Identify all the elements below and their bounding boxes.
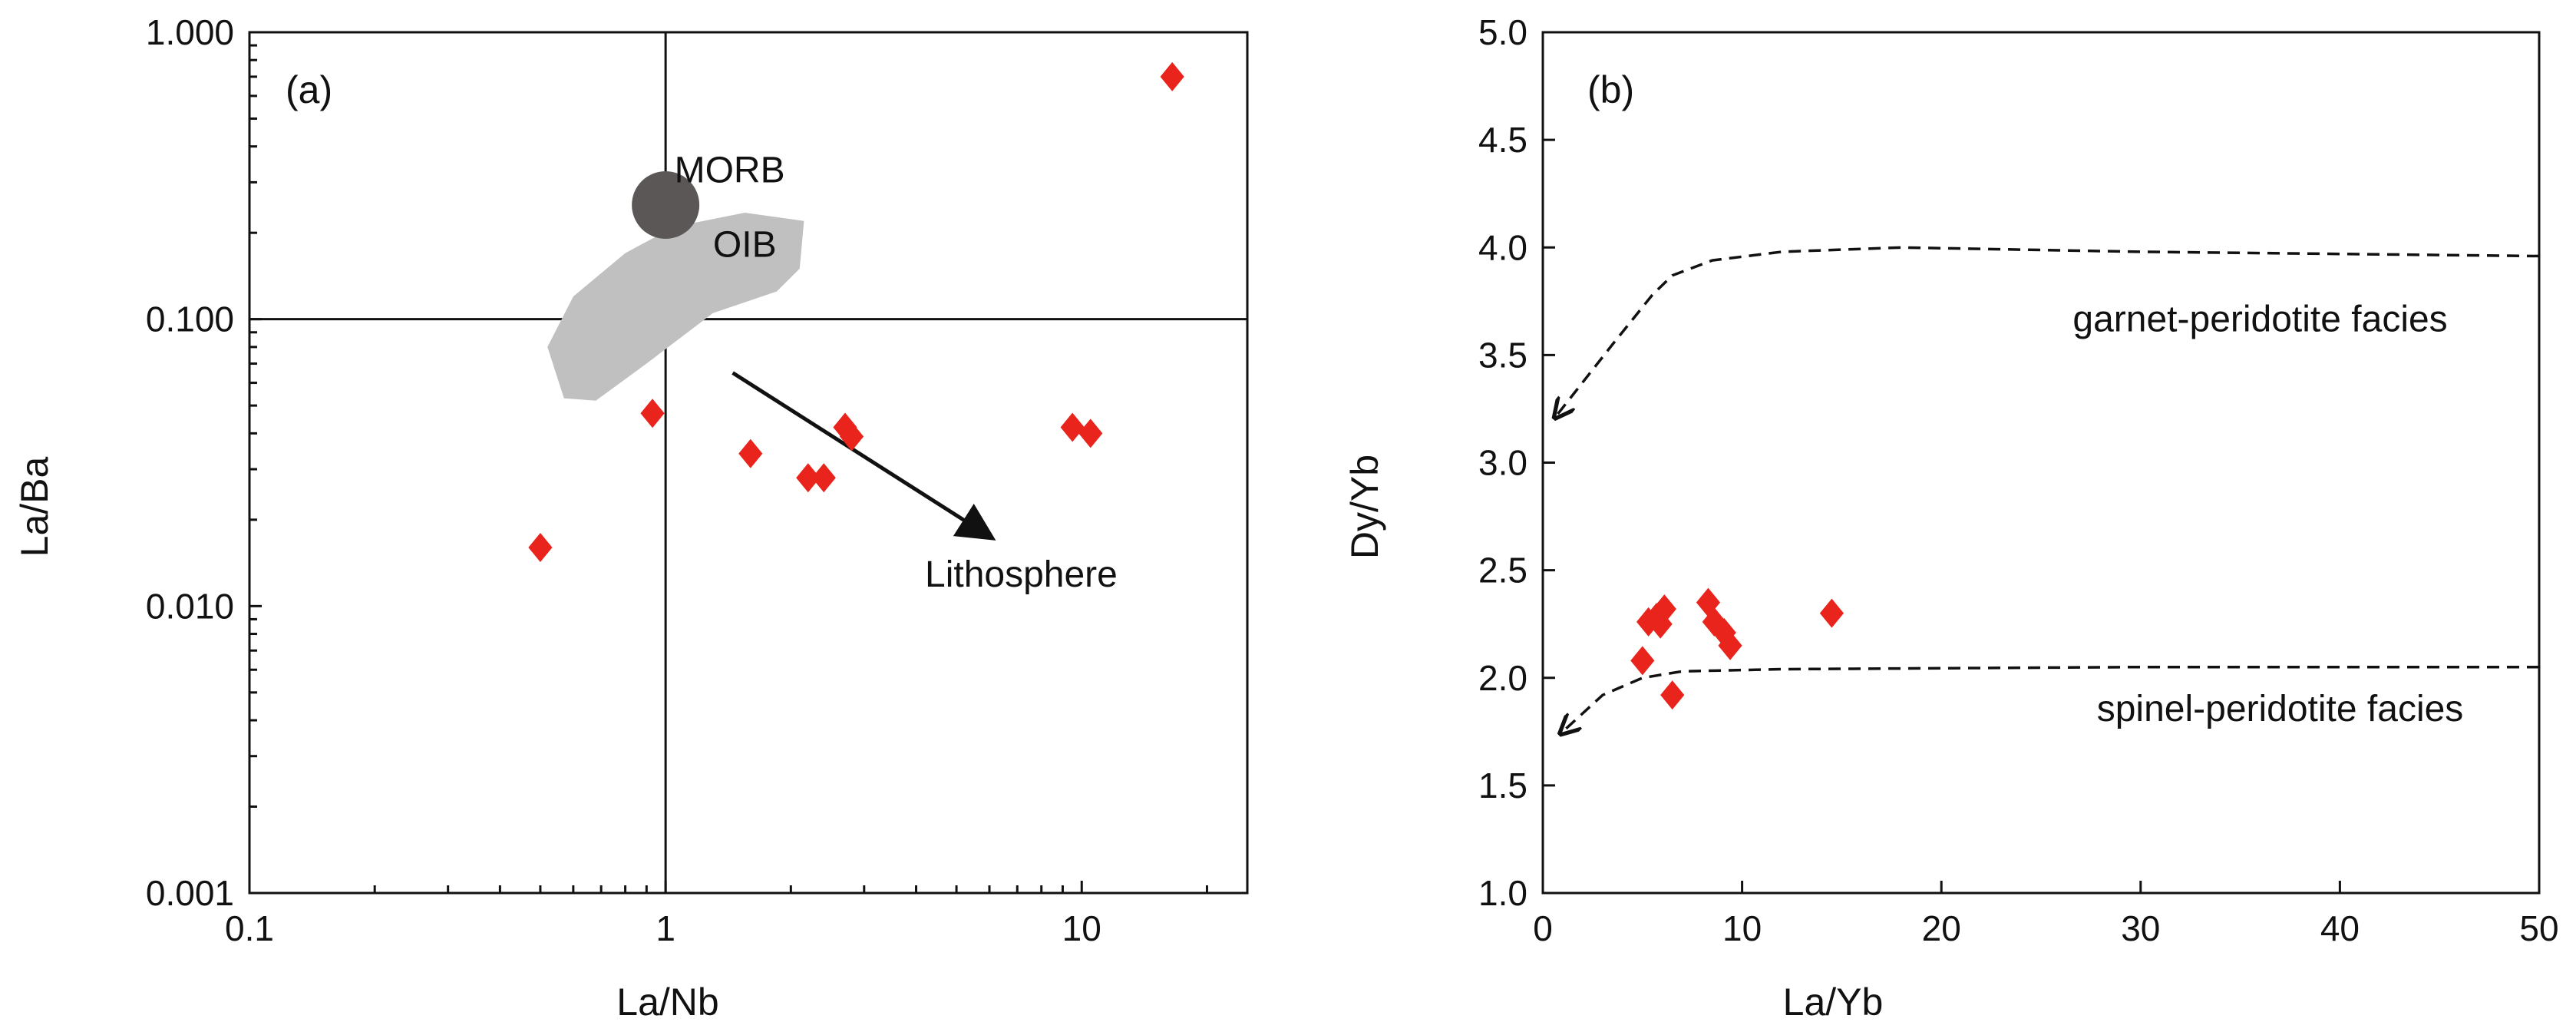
panel-a-ticks <box>248 31 1208 895</box>
panel-b-tick-labels: 0 10 20 30 40 50 1.0 1.5 2.0 2.5 3.0 3.5 4.0 4.5 5.0 <box>1478 12 2559 948</box>
data-marker <box>811 463 836 493</box>
data-marker <box>1652 594 1676 624</box>
morb-circle <box>632 170 700 239</box>
y-tick-label: 4.0 <box>1478 227 1527 267</box>
y-tick-label: 0.010 <box>146 586 234 626</box>
spinel-peridotite-label: spinel-peridotite facies <box>2097 689 2464 729</box>
x-tick-label: 0 <box>1533 908 1553 948</box>
lithosphere-arrow-line <box>732 371 996 541</box>
x-tick-label: 10 <box>1062 908 1101 948</box>
x-tick-label: 50 <box>2519 908 2558 948</box>
panel-b-x-axis-title: La/Yb <box>1783 981 1884 1024</box>
y-tick-label: 5.0 <box>1478 12 1527 52</box>
data-marker <box>1819 598 1844 628</box>
panel-b-frame <box>1541 31 2541 895</box>
y-tick-label: 2.0 <box>1478 658 1527 698</box>
y-tick-label: 0.100 <box>146 299 234 339</box>
y-tick-label: 2.5 <box>1478 551 1527 590</box>
data-marker <box>1160 61 1184 91</box>
x-tick-label: 40 <box>2320 908 2360 948</box>
oib-label: OIB <box>713 224 777 265</box>
garnet-peridotite-label: garnet-peridotite facies <box>2072 299 2447 340</box>
data-marker <box>796 463 821 493</box>
data-marker <box>1718 630 1742 660</box>
garnet-peridotite-curve <box>1557 246 2540 415</box>
data-marker <box>1060 412 1085 442</box>
panel-a-tick-labels: 0.1 1 10 0.001 0.010 0.100 1.000 <box>146 12 1101 948</box>
lithosphere-label: Lithosphere <box>925 554 1118 595</box>
data-marker <box>640 399 665 428</box>
x-tick-label: 1 <box>656 908 675 948</box>
data-marker <box>1660 680 1685 710</box>
data-marker <box>738 438 763 468</box>
oib-polygon <box>547 213 804 401</box>
panel-a-y-axis-title: La/Ba <box>13 456 56 557</box>
y-tick-label: 1.0 <box>1478 873 1527 913</box>
data-marker <box>839 422 864 452</box>
x-tick-label: 30 <box>2121 908 2160 948</box>
panel-b-markers <box>1630 587 1844 710</box>
y-tick-label: 0.001 <box>146 873 234 913</box>
morb-field <box>632 170 700 239</box>
morb-label: MORB <box>675 150 785 190</box>
spinel-peridotite-curve <box>1563 665 2539 732</box>
data-marker <box>1078 418 1103 448</box>
facies-curves <box>1557 246 2540 732</box>
y-tick-label: 1.5 <box>1478 766 1527 805</box>
lithosphere-arrow <box>732 371 996 541</box>
data-marker <box>1630 646 1655 676</box>
x-tick-label: 0.1 <box>225 908 274 948</box>
y-tick-label: 3.0 <box>1478 443 1527 483</box>
y-tick-label: 1.000 <box>146 12 234 52</box>
y-tick-label: 3.5 <box>1478 335 1527 375</box>
panel-b-ticks <box>1541 31 2541 895</box>
panel-b-y-axis-title: Dy/Yb <box>1343 455 1386 559</box>
y-tick-label: 4.5 <box>1478 120 1527 160</box>
panel-b-label: (b) <box>1587 68 1634 111</box>
data-marker <box>528 533 553 563</box>
oib-field <box>547 213 804 401</box>
panel-a-frame <box>248 31 1249 895</box>
panel-b: 0 10 20 30 40 50 1.0 1.5 2.0 2.5 3.0 3.5 4.0 4.5 5.0 (… <box>1343 12 2559 1024</box>
x-tick-label: 20 <box>1922 908 1961 948</box>
panel-a-markers <box>528 61 1184 563</box>
x-tick-label: 10 <box>1722 908 1762 948</box>
panel-a-x-axis-title: La/Nb <box>616 981 718 1024</box>
panel-a-label: (a) <box>286 68 332 111</box>
